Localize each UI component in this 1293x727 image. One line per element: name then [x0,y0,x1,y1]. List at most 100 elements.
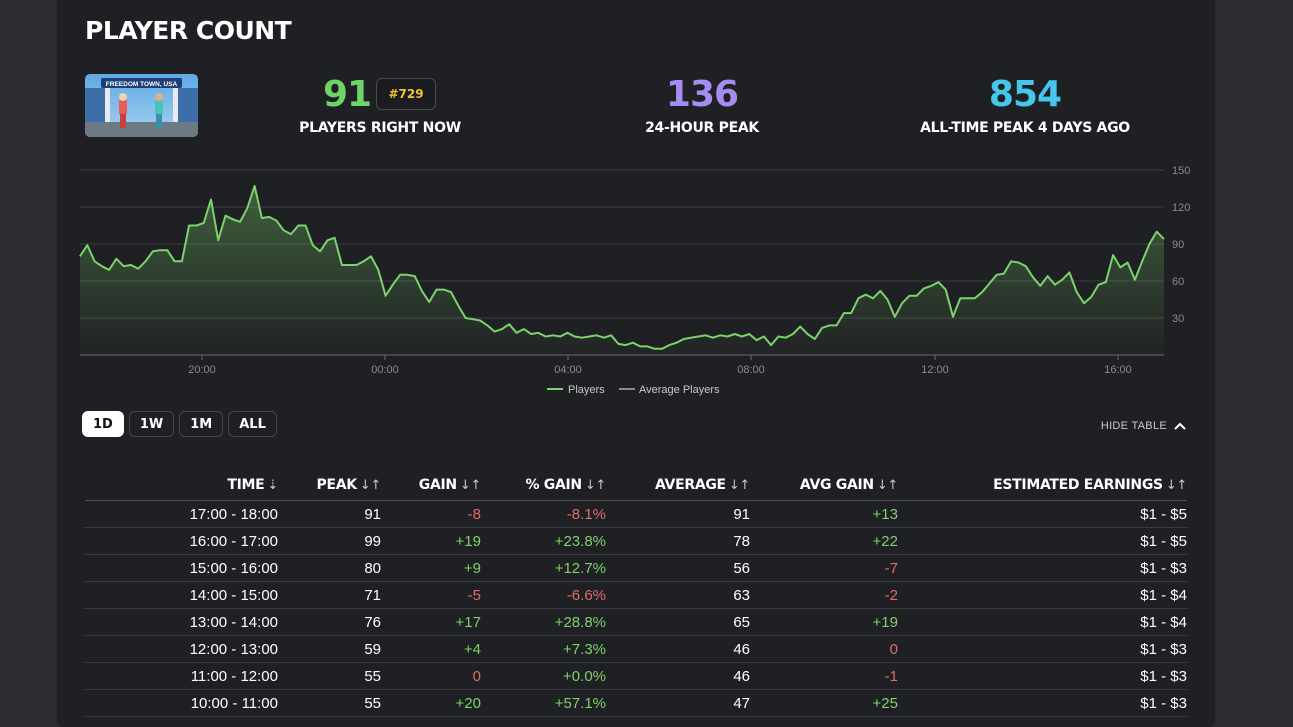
table-cell-avg-gain: 0 [750,635,898,663]
thumbnail-sign: FREEDOM TOWN, USA [106,81,178,88]
table-cell-gain: +20 [381,689,481,717]
table-cell-time: 17:00 - 18:00 [85,500,278,528]
table-row: 11:00 - 12:00 55 0 +0.0% 46 -1 $1 - $3 [85,662,1187,690]
tab-1m[interactable]: 1M [179,411,224,437]
sort-icon: ↓↑ [876,478,898,493]
island-thumbnail[interactable]: FREEDOM TOWN, USA [85,74,198,137]
sort-icon: ↓↑ [459,478,481,493]
col-gain[interactable]: GAIN ↓↑ [381,470,481,501]
y-tick-label: 30 [1172,313,1184,325]
player-count-panel: PLAYER COUNT FREEDOM TOWN, USA 91 [57,0,1215,727]
table-cell-estimated-earnings: $1 - $4 [898,608,1187,636]
all-time-peak-label: ALL-TIME PEAK 4 DAYS AGO [920,120,1130,136]
table-cell-estimated-earnings: $1 - $3 [898,689,1187,717]
table-cell-estimated-earnings: $1 - $3 [898,662,1187,690]
players-line[interactable] [79,185,1165,350]
all-time-peak-stat: 854 ALL-TIME PEAK 4 DAYS AGO [900,74,1150,136]
tab-1w[interactable]: 1W [128,411,175,437]
table-cell-time: 11:00 - 12:00 [85,662,278,690]
hourly-table: TIME ⇣ PEAK ↓↑ GAIN ↓↑ % GAIN ↓↑ AVERAGE ↓↑ A… [85,470,1187,717]
col-peak[interactable]: PEAK ↓↑ [278,470,381,501]
all-time-peak-value: 854 [988,74,1062,115]
players-area [80,186,1164,355]
table-cell-avg-gain: -1 [750,662,898,690]
table-cell-estimated-earnings: $1 - $4 [898,581,1187,609]
table-cell-gain: +7.3% [481,635,606,663]
table-cell-gain: -6.6% [481,581,606,609]
table-row: 10:00 - 11:00 55 +20 +57.1% 47 +25 $1 - $3 [85,689,1187,717]
x-tick-label: 08:00 [737,364,765,376]
table-cell-average: 46 [606,635,750,663]
peak-24h-label: 24-HOUR PEAK [645,120,759,136]
col-avg-gain[interactable]: AVG GAIN ↓↑ [750,470,898,501]
table-row: 16:00 - 17:00 99 +19 +23.8% 78 +22 $1 - $5 [85,527,1187,555]
table-cell-gain: +0.0% [481,662,606,690]
tab-1d[interactable]: 1D [82,411,124,437]
col-average[interactable]: AVERAGE ↓↑ [606,470,750,501]
table-cell-estimated-earnings: $1 - $5 [898,500,1187,528]
table-cell-peak: 91 [278,500,381,528]
table-cell-average: 65 [606,608,750,636]
legend-players-label[interactable]: Players [568,384,605,396]
table-cell-avg-gain: +25 [750,689,898,717]
col-time[interactable]: TIME ⇣ [85,470,278,501]
x-tick-label: 12:00 [921,364,949,376]
table-cell-gain: +19 [381,527,481,555]
table-cell-avg-gain: -7 [750,554,898,582]
table-cell-gain: -8.1% [481,500,606,528]
table-cell-average: 78 [606,527,750,555]
table-cell-average: 46 [606,662,750,690]
table-cell-average: 91 [606,500,750,528]
table-cell-time: 15:00 - 16:00 [85,554,278,582]
table-cell-gain: +23.8% [481,527,606,555]
page-title: PLAYER COUNT [85,16,292,45]
table-cell-peak: 99 [278,527,381,555]
col-pct-gain[interactable]: % GAIN ↓↑ [481,470,606,501]
table-cell-time: 12:00 - 13:00 [85,635,278,663]
table-cell-estimated-earnings: $1 - $3 [898,635,1187,663]
table-cell-peak: 55 [278,689,381,717]
hide-table-button[interactable]: HIDE TABLE [1101,420,1187,432]
chevron-up-icon [1174,422,1186,430]
table-cell-estimated-earnings: $1 - $5 [898,527,1187,555]
col-earnings[interactable]: ESTIMATED EARNINGS ↓↑ [898,470,1187,501]
table-cell-gain: +12.7% [481,554,606,582]
table-header-row: TIME ⇣ PEAK ↓↑ GAIN ↓↑ % GAIN ↓↑ AVERAGE ↓↑ A… [85,470,1187,501]
sort-desc-icon: ⇣ [267,478,278,493]
table-cell-time: 13:00 - 14:00 [85,608,278,636]
sort-icon: ↓↑ [584,478,606,493]
table-cell-average: 47 [606,689,750,717]
peak-24h-value: 136 [665,74,739,115]
y-tick-label: 150 [1172,165,1190,177]
table-cell-peak: 80 [278,554,381,582]
table-cell-time: 14:00 - 15:00 [85,581,278,609]
legend-average-label[interactable]: Average Players [639,384,720,396]
table-cell-average: 56 [606,554,750,582]
y-tick-label: 90 [1172,239,1184,251]
sort-icon: ↓↑ [728,478,750,493]
tab-all[interactable]: ALL [228,411,277,437]
table-cell-gain: -8 [381,500,481,528]
table-row: 12:00 - 13:00 59 +4 +7.3% 46 0 $1 - $3 [85,635,1187,663]
table-cell-gain: +4 [381,635,481,663]
players-now-value: 91 [323,74,372,115]
table-cell-avg-gain: +13 [750,500,898,528]
rank-badge: #729 [376,78,436,110]
peak-24h-stat: 136 24-HOUR PEAK [617,74,787,136]
sort-icon: ↓↑ [359,478,381,493]
table-cell-peak: 71 [278,581,381,609]
table-cell-average: 63 [606,581,750,609]
table-cell-gain: -5 [381,581,481,609]
player-count-chart[interactable]: 30 60 90 120 150 20:00 00:00 04:00 08:00 12:00 16:… [57,165,1215,405]
players-now-stat: 91 PLAYERS RIGHT NOW [285,74,475,136]
y-tick-label: 120 [1172,202,1190,214]
table-row: 15:00 - 16:00 80 +9 +12.7% 56 -7 $1 - $3 [85,554,1187,582]
table-cell-peak: 55 [278,662,381,690]
x-tick-label: 04:00 [554,364,582,376]
table-row: 14:00 - 15:00 71 -5 -6.6% 63 -2 $1 - $4 [85,581,1187,609]
table-cell-estimated-earnings: $1 - $3 [898,554,1187,582]
sort-icon: ↓↑ [1165,478,1187,493]
players-now-label: PLAYERS RIGHT NOW [299,120,461,136]
table-cell-gain: +9 [381,554,481,582]
x-tick-label: 16:00 [1104,364,1132,376]
